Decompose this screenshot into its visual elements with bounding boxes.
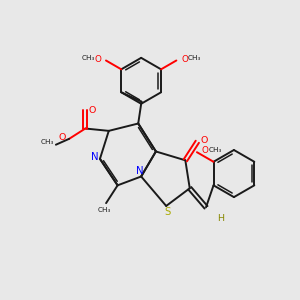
Text: O: O	[202, 146, 208, 155]
Text: S: S	[164, 207, 171, 218]
Text: N: N	[136, 166, 143, 176]
Text: CH₃: CH₃	[82, 55, 95, 61]
Text: O: O	[181, 55, 188, 64]
Text: CH₃: CH₃	[40, 140, 54, 146]
Text: O: O	[200, 136, 208, 145]
Text: H: H	[218, 214, 224, 223]
Text: CH₃: CH₃	[208, 147, 222, 153]
Text: O: O	[88, 106, 95, 115]
Text: O: O	[59, 133, 66, 142]
Text: CH₃: CH₃	[98, 207, 111, 213]
Text: O: O	[94, 55, 101, 64]
Text: N: N	[91, 152, 98, 162]
Text: CH₃: CH₃	[187, 55, 201, 61]
